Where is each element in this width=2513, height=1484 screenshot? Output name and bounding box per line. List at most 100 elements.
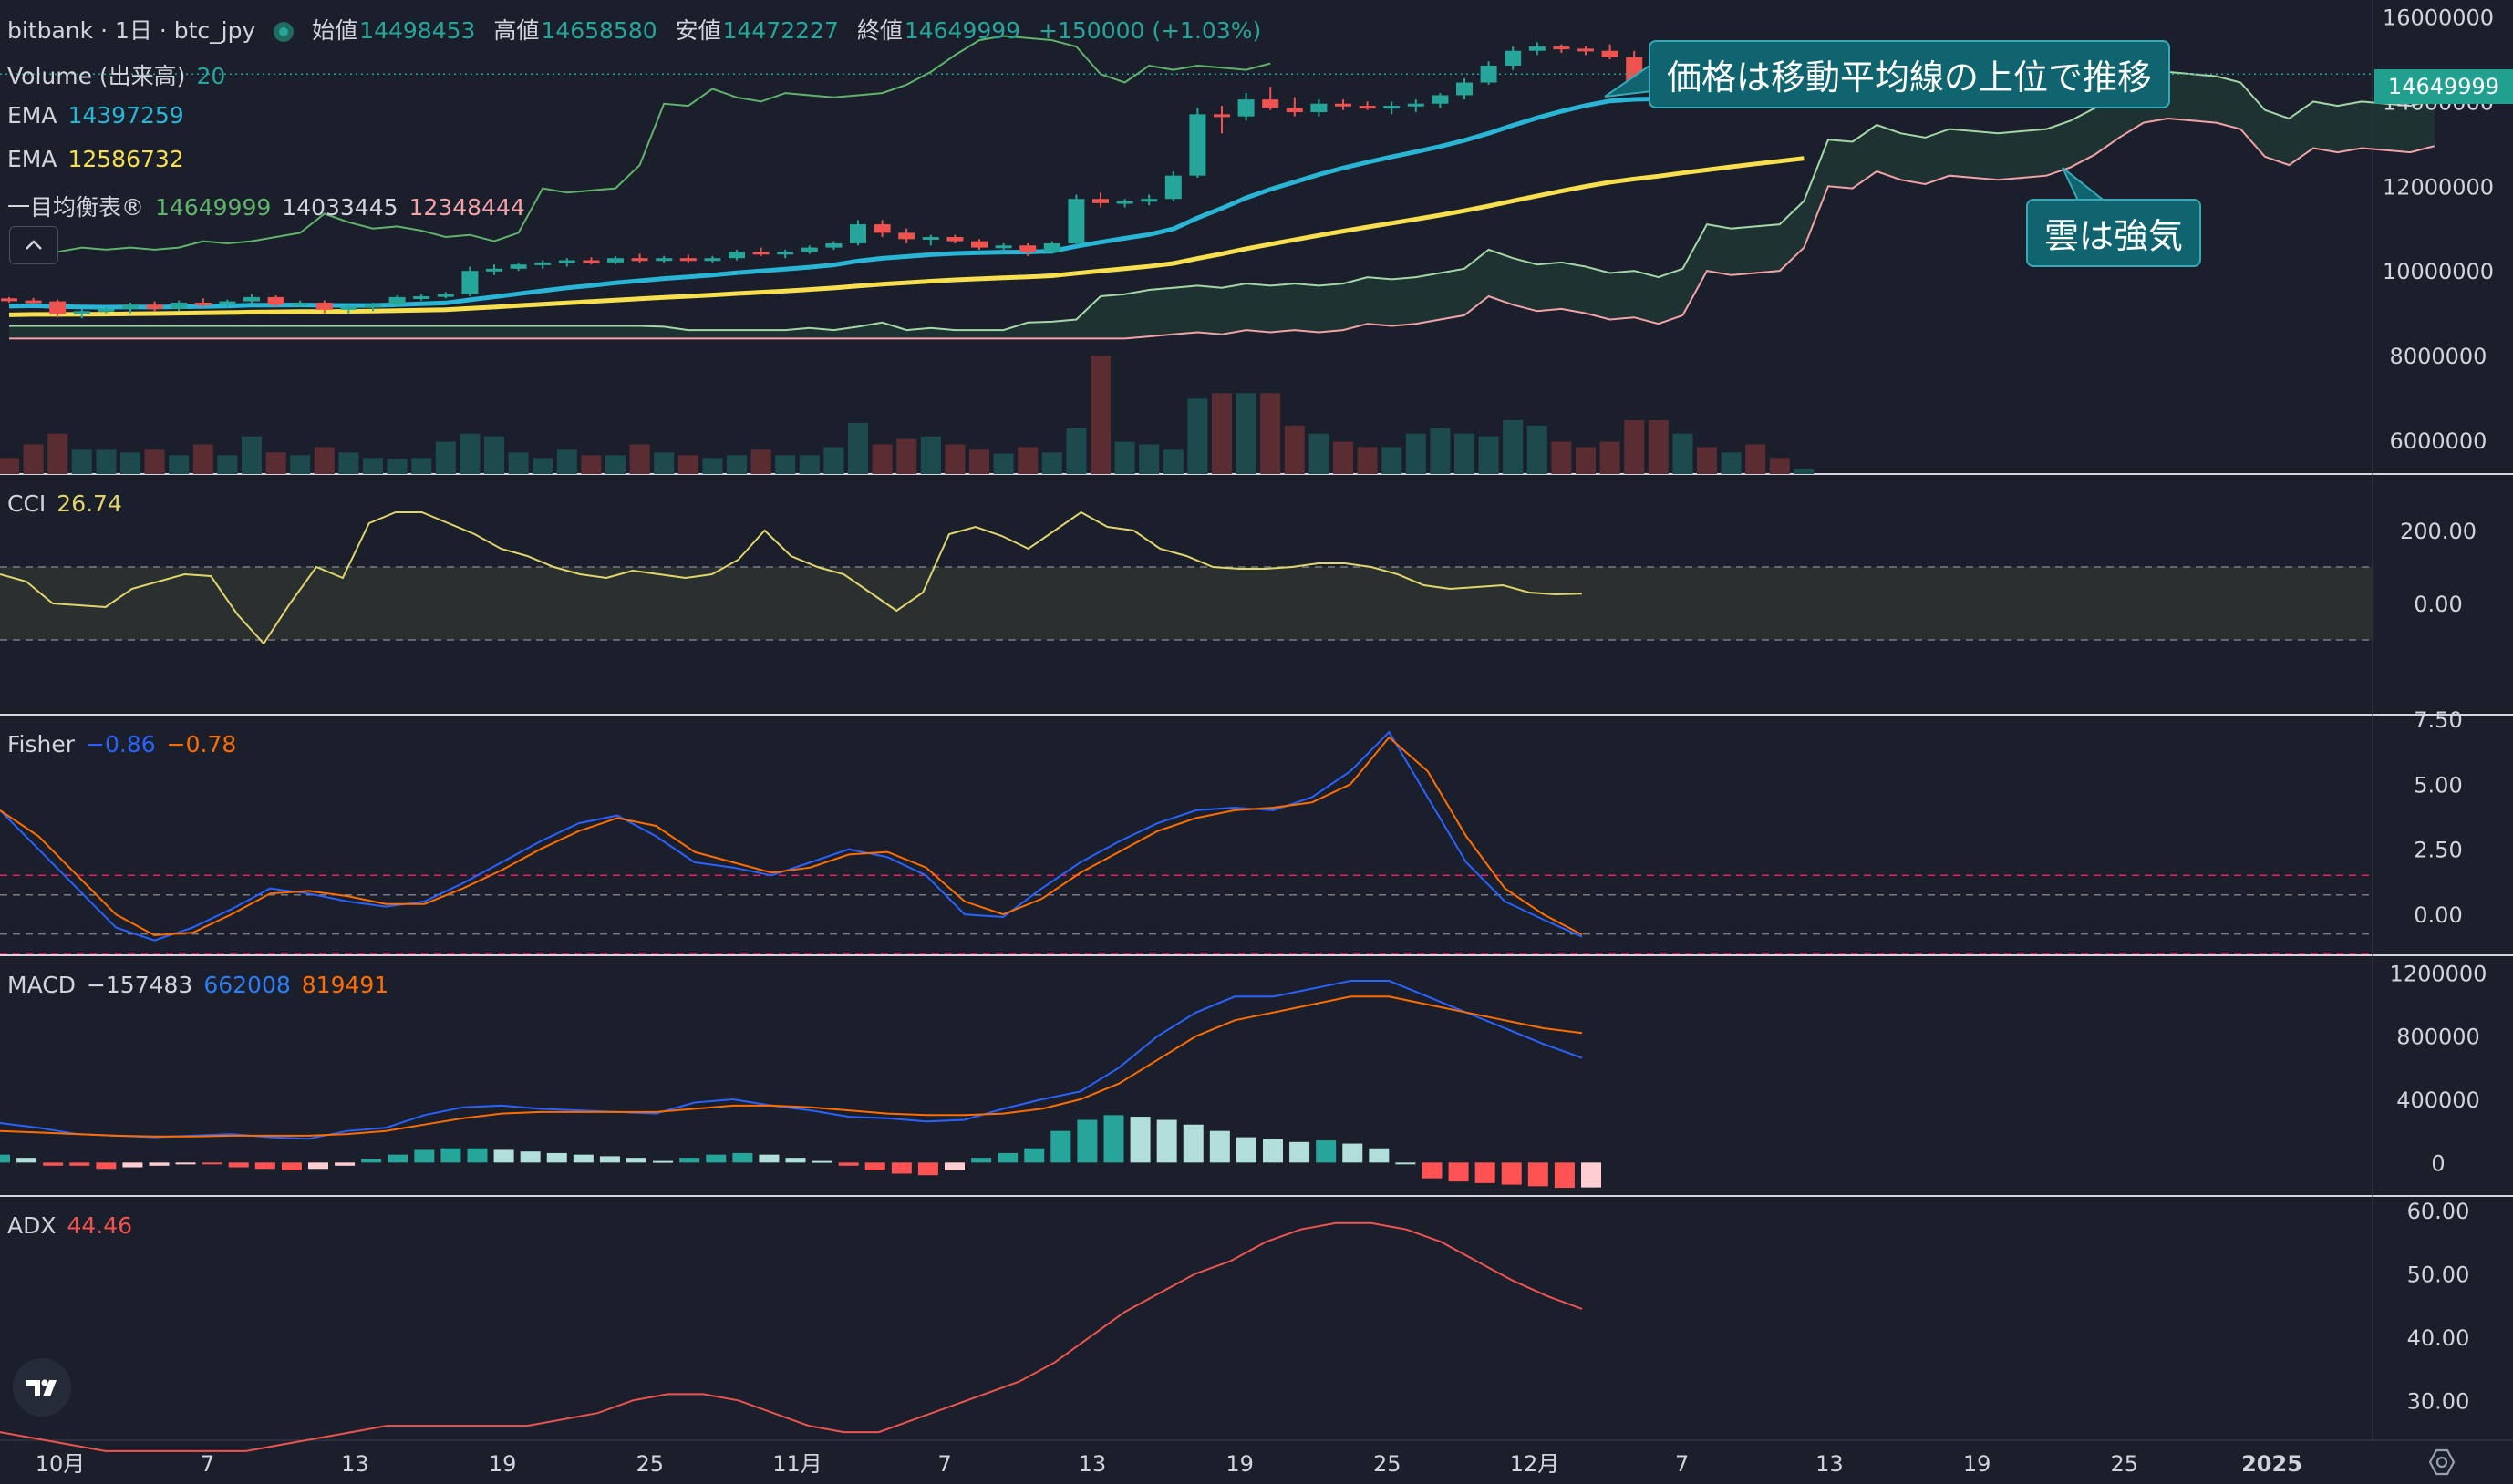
candle-body <box>340 306 357 310</box>
volume-bar <box>1333 441 1353 474</box>
volume-bar <box>460 433 481 474</box>
collapse-legend-button[interactable] <box>9 226 58 264</box>
volume-bar <box>338 452 359 474</box>
price-tick-5: 6000000 <box>2390 428 2487 454</box>
adx-line <box>0 1221 1583 1452</box>
candle-body <box>558 260 575 263</box>
volume-bar <box>920 436 941 474</box>
macd-histogram-bar <box>1050 1130 1071 1163</box>
volume-bar <box>1236 393 1256 474</box>
candle <box>1505 46 1522 70</box>
volume-bar <box>799 455 820 474</box>
candle <box>946 234 964 243</box>
macd-histogram-bar <box>945 1162 965 1170</box>
symbol-title[interactable]: bitbank · 1日 · btc_jpy <box>7 17 256 44</box>
candle-body <box>1 298 17 302</box>
volume-bar <box>1551 441 1572 474</box>
volume-bar <box>1697 447 1717 474</box>
close-value: 14649999 <box>904 17 1021 44</box>
time-tick-0: 10月 <box>36 1451 86 1477</box>
macd-histogram-bar <box>1527 1162 1548 1187</box>
macd-value-2: 662008 <box>203 972 291 998</box>
macd-histogram-bar <box>175 1162 196 1165</box>
macd-histogram-bar <box>1130 1117 1151 1163</box>
volume-legend[interactable]: Volume (出来高) 20 <box>7 58 236 91</box>
change-value: +150000 (+1.03%) <box>1039 17 1262 44</box>
candle-body <box>1286 108 1303 113</box>
candle-body <box>315 302 333 310</box>
candle <box>801 245 818 254</box>
candle <box>1189 108 1206 178</box>
gear-icon[interactable] <box>2427 1448 2456 1480</box>
time-tick-11: 7 <box>1675 1451 1689 1477</box>
time-tick-8: 19 <box>1225 1451 1254 1477</box>
volume-bar <box>363 458 383 474</box>
pane3-tick-0: 1200000 <box>2390 961 2487 986</box>
volume-bar <box>265 452 286 474</box>
candle <box>413 294 430 301</box>
volume-bar <box>144 449 165 474</box>
volume-bar <box>727 455 747 474</box>
macd-histogram-bar <box>228 1162 249 1168</box>
candle <box>1019 242 1037 256</box>
macd-histogram-bar <box>1474 1162 1495 1183</box>
candle-body <box>1383 106 1401 109</box>
ema2-legend[interactable]: EMA 12586732 <box>7 146 195 172</box>
adx-label: ADX <box>7 1212 57 1239</box>
candle <box>1577 46 1594 56</box>
candle-body <box>292 302 309 305</box>
volume-bar <box>750 449 771 474</box>
annotation-above-ma[interactable]: 価格は移動平均線の上位で推移 <box>1649 40 2171 108</box>
macd-histogram-bar <box>838 1162 859 1166</box>
fisher-legend[interactable]: Fisher −0.86 −0.78 <box>7 731 247 757</box>
volume-bar <box>1721 452 1742 474</box>
candle <box>1286 97 1303 117</box>
candle-body <box>752 252 770 255</box>
macd-histogram-bar <box>254 1162 275 1170</box>
pane1-tick-1: 0.00 <box>2414 592 2462 617</box>
pane1-tick-0: 200.00 <box>2400 519 2477 544</box>
annotation-cloud-bullish[interactable]: 雲は強気 <box>2026 199 2202 267</box>
pane3-tick-2: 400000 <box>2396 1087 2480 1113</box>
macd-histogram-bar <box>626 1158 646 1163</box>
candle <box>461 266 479 296</box>
time-tick-15: 2025 <box>2241 1451 2302 1477</box>
candle <box>171 300 188 312</box>
candle-body <box>25 300 42 304</box>
macd-histogram-bar <box>388 1154 408 1163</box>
candle <box>315 300 333 314</box>
macd-histogram-bar <box>43 1162 64 1166</box>
macd-histogram-bar <box>16 1158 37 1163</box>
volume-bar <box>435 441 456 474</box>
volume-bar <box>1091 356 1111 474</box>
volume-bar <box>508 452 529 474</box>
candle <box>752 247 770 256</box>
candle <box>194 298 212 307</box>
macd-value-3: 819491 <box>301 972 389 998</box>
candle <box>49 299 67 318</box>
adx-legend[interactable]: ADX 44.46 <box>7 1212 143 1239</box>
candle <box>777 249 794 259</box>
macd-legend[interactable]: MACD −157483 662008 819491 <box>7 972 399 998</box>
time-tick-7: 13 <box>1079 1451 1107 1477</box>
macd-histogram-bar <box>1236 1137 1256 1163</box>
candle-body <box>219 301 236 305</box>
macd-histogram-bar <box>1077 1119 1098 1163</box>
candle-body <box>1456 82 1473 96</box>
candle-body <box>1359 106 1376 109</box>
macd-histogram-bar <box>706 1154 727 1163</box>
macd-histogram-bar <box>679 1158 700 1163</box>
cci-legend[interactable]: CCI 26.74 <box>7 490 133 517</box>
macd-histogram-bar <box>1103 1115 1124 1163</box>
candle <box>25 297 42 304</box>
candle <box>679 254 697 263</box>
tradingview-logo-icon[interactable] <box>13 1358 71 1417</box>
senkou-span-a <box>9 70 2435 332</box>
volume-bar <box>1114 441 1135 474</box>
macd-histogram-bar <box>1289 1141 1310 1163</box>
ema1-legend[interactable]: EMA 14397259 <box>7 102 195 129</box>
candle-body <box>461 271 479 294</box>
ichimoku-legend[interactable]: 一目均衡表® 14649999 14033445 12348444 <box>7 190 536 222</box>
candle-body <box>1237 99 1255 117</box>
